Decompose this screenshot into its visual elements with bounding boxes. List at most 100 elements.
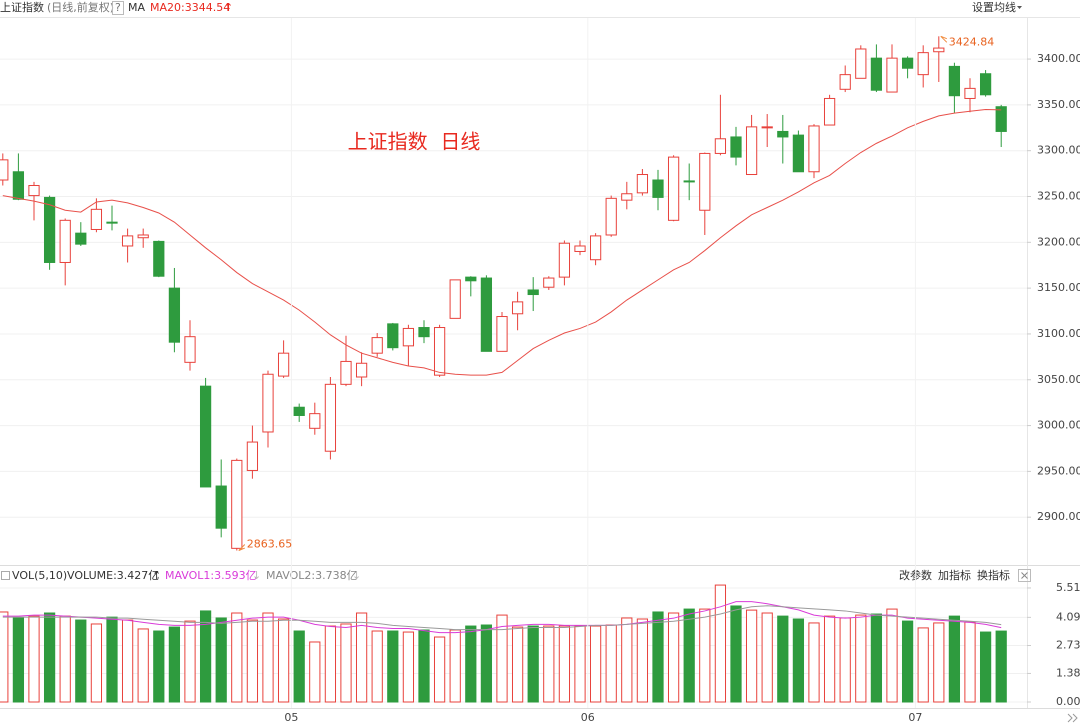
volume-plot — [0, 584, 1027, 703]
volume-bar — [777, 615, 789, 703]
volume-bar — [262, 612, 274, 703]
volume-bar — [496, 614, 508, 703]
volume-bar — [605, 624, 617, 703]
candle-body — [43, 196, 56, 263]
candle-body — [527, 289, 539, 296]
candle-body — [28, 185, 40, 197]
volume-bar — [574, 625, 586, 703]
volume-bar — [621, 617, 633, 703]
candle-body — [917, 52, 929, 76]
candle-body — [246, 441, 259, 471]
candle-body — [184, 336, 196, 363]
volume-bar — [823, 615, 836, 703]
candle-body — [355, 362, 368, 378]
volume-bar — [449, 629, 461, 703]
volume-bar — [933, 622, 945, 703]
ma-label: MA — [128, 1, 145, 14]
volume-bar — [886, 608, 898, 703]
volume-bar — [387, 630, 399, 703]
volume-bar — [964, 621, 976, 703]
candle-body — [995, 106, 1007, 132]
candle-body — [730, 136, 742, 158]
close-icon[interactable] — [1021, 572, 1028, 579]
y-tick-label: 2900.00 — [1037, 510, 1080, 523]
candle-body — [168, 287, 181, 343]
volume-bar — [730, 605, 742, 703]
volume-bar — [870, 613, 883, 703]
dropdown-icon[interactable] — [1017, 6, 1022, 9]
candle-body — [870, 57, 883, 91]
volume-bar — [714, 584, 727, 703]
volume-bar — [324, 625, 337, 703]
y-tick-label: 3350.00 — [1037, 98, 1080, 111]
candle-body — [543, 277, 555, 288]
volume-bar — [106, 616, 118, 703]
scroll-icon[interactable] — [1067, 713, 1078, 723]
candle-body — [683, 180, 695, 183]
volume-bar — [184, 620, 196, 703]
close-box[interactable] — [1018, 569, 1031, 582]
volume-legend: VOLUME:3.427亿 — [67, 569, 159, 582]
candle-body — [979, 73, 992, 96]
y-tick-label: 4.09 — [1056, 610, 1080, 623]
x-tick-label: 06 — [581, 711, 595, 724]
volume-bar — [28, 615, 40, 703]
volume-bar — [231, 612, 243, 703]
ma-settings[interactable]: 设置均线 — [972, 0, 1016, 14]
volume-bar — [59, 615, 71, 703]
candle-body — [777, 130, 789, 138]
volume-bar — [808, 622, 820, 703]
volume-bar — [995, 630, 1007, 703]
collapse-box[interactable] — [1, 571, 10, 580]
candle-body — [137, 234, 149, 239]
volume-trend: ↑ — [152, 569, 161, 582]
adjust-mode: (日线,前复权) — [47, 0, 114, 14]
mavol1-legend: MAVOL1:3.593亿 — [165, 569, 257, 582]
candle-body — [465, 276, 477, 282]
volume-bar — [667, 612, 680, 703]
candle-body — [293, 406, 305, 416]
help[interactable]: ? — [115, 1, 121, 14]
annotation-leader — [238, 544, 246, 551]
candle-body — [574, 245, 586, 252]
volume-bar — [355, 612, 368, 703]
add-indicator[interactable]: 加指标 — [938, 568, 971, 582]
volume-bar — [839, 617, 851, 703]
candle-body — [855, 48, 867, 79]
candle-body — [449, 279, 461, 319]
candle-body — [636, 174, 649, 194]
volume-bar — [43, 612, 56, 703]
volume-bar — [901, 620, 914, 703]
y-tick-label: 3050.00 — [1037, 373, 1080, 386]
candle-body — [12, 171, 25, 200]
volume-bar — [652, 611, 664, 703]
candle-body — [231, 459, 243, 549]
switch-indicator[interactable]: 换指标 — [977, 568, 1010, 582]
candle-body — [558, 242, 571, 278]
volume-bar — [792, 618, 805, 703]
y-tick-label: 1.38 — [1056, 666, 1080, 679]
help-box[interactable] — [112, 1, 124, 15]
volume-bar — [293, 630, 305, 703]
candle-body — [589, 235, 602, 261]
y-tick-label: 3200.00 — [1037, 235, 1080, 248]
candle-body — [901, 57, 914, 69]
volume-bar — [402, 631, 415, 703]
volume-bar — [527, 625, 539, 703]
candle-body — [839, 74, 851, 90]
volume-bar — [309, 641, 321, 703]
annotation-leader — [940, 35, 948, 43]
candle-body — [90, 208, 103, 230]
index-name: 上证指数 — [0, 0, 44, 14]
volume-bar — [137, 628, 149, 703]
candle-body — [387, 323, 399, 349]
volume-bar — [0, 611, 9, 703]
y-tick-label: 3250.00 — [1037, 190, 1080, 203]
volume-bar — [636, 618, 649, 703]
ma-legend: MA20:3344.54 — [150, 1, 230, 14]
y-tick-label: 2.73 — [1056, 639, 1080, 652]
candle-body — [745, 126, 758, 176]
candle-body — [823, 97, 836, 126]
y-tick-label: 3400.00 — [1037, 52, 1080, 65]
volume-bar — [511, 626, 524, 703]
